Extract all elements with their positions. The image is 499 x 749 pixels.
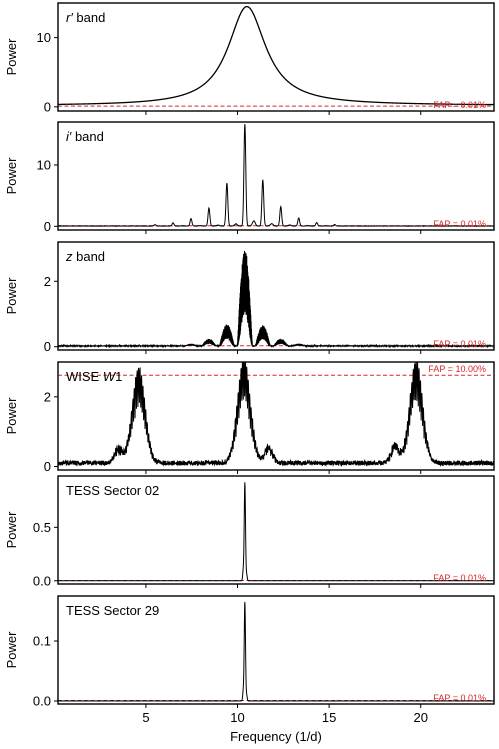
y-tick-label: 0 bbox=[44, 459, 51, 474]
plot-frame bbox=[57, 595, 495, 705]
panel-title-part: band bbox=[71, 129, 104, 144]
y-tick-label: 2 bbox=[44, 274, 51, 289]
y-tick-label: 2 bbox=[44, 389, 51, 404]
curve-group bbox=[58, 482, 494, 582]
fap-label: FAP = 0.01% bbox=[433, 693, 486, 703]
plot-frame bbox=[57, 2, 495, 112]
fap-label: FAP = 0.01% bbox=[433, 219, 486, 229]
x-tick-label: 20 bbox=[413, 710, 427, 725]
curve-group bbox=[58, 362, 494, 468]
panel-title-part: 1 bbox=[115, 369, 122, 384]
y-tick-label: 0.0 bbox=[33, 694, 51, 709]
y-axis-label: Power bbox=[4, 38, 19, 76]
y-axis-label: Power bbox=[4, 631, 19, 669]
series-line bbox=[58, 5, 494, 106]
fap-label: FAP = 10.00% bbox=[428, 364, 486, 374]
panel-title-part: r′ bbox=[66, 10, 73, 25]
panel-title: z band bbox=[65, 249, 105, 264]
y-tick-label: 0.0 bbox=[33, 573, 51, 588]
y-tick-label: 10 bbox=[37, 157, 51, 172]
curve-group bbox=[58, 601, 494, 702]
curve-group bbox=[58, 124, 494, 227]
series-line bbox=[58, 124, 494, 227]
y-axis-label: Power bbox=[4, 157, 19, 195]
x-tick-label: 15 bbox=[322, 710, 336, 725]
panel-title: TESS Sector 29 bbox=[66, 603, 159, 618]
panel-title-part: band bbox=[73, 249, 106, 264]
panel-title: i′ band bbox=[66, 129, 104, 144]
curve-group bbox=[58, 5, 494, 106]
plot-frame bbox=[57, 121, 495, 231]
panel-title-part: WISE bbox=[66, 369, 103, 384]
y-axis-label: Power bbox=[4, 511, 19, 549]
y-axis-label: Power bbox=[4, 277, 19, 315]
series-line bbox=[58, 250, 494, 349]
panel-title: r′ band bbox=[66, 10, 105, 25]
y-tick-label: 0 bbox=[44, 339, 51, 354]
panel-title-part: W bbox=[103, 369, 117, 384]
panel-3: 0 2 Power z band FAP = 0.01% bbox=[4, 241, 495, 354]
x-tick-label: 10 bbox=[230, 710, 244, 725]
plot-frame bbox=[57, 241, 495, 351]
panel-title: TESS Sector 02 bbox=[66, 483, 159, 498]
panel-title-part: TESS Sector 29 bbox=[66, 603, 159, 618]
plot-frame bbox=[57, 475, 495, 585]
y-tick-label: 0 bbox=[44, 99, 51, 114]
panel-title-part: band bbox=[73, 10, 106, 25]
panel-title-part: z bbox=[65, 249, 73, 264]
x-tick-label: 5 bbox=[142, 710, 149, 725]
series-line bbox=[58, 482, 494, 582]
panel-title-part: i′ bbox=[66, 129, 72, 144]
panel-6: 0.0 0.1 Power TESS Sector 29 FAP = 0.01% 5 10 1… bbox=[4, 595, 495, 725]
panel-title-part: TESS Sector 02 bbox=[66, 483, 159, 498]
series-line bbox=[58, 362, 494, 468]
panel-title: WISE W1 bbox=[66, 369, 122, 384]
panel-5: 0.0 0.5 Power TESS Sector 02 FAP = 0.01% bbox=[4, 475, 495, 588]
fap-label: FAP = 0.01% bbox=[433, 100, 486, 110]
plot-frame bbox=[57, 361, 495, 471]
fap-label: FAP = 0.01% bbox=[433, 339, 486, 349]
panel-1: 0 10 Power r′ band FAP = 0.01% bbox=[4, 2, 495, 115]
x-axis-label: Frequency (1/d) bbox=[230, 729, 322, 744]
curve-group bbox=[58, 250, 494, 349]
y-tick-label: 0.5 bbox=[33, 520, 51, 535]
y-tick-label: 0.1 bbox=[33, 634, 51, 649]
y-axis-label: Power bbox=[4, 397, 19, 435]
y-tick-label: 10 bbox=[37, 30, 51, 45]
panel-2: 0 10 Power i′ band FAP = 0.01% bbox=[4, 121, 495, 234]
y-tick-label: 0 bbox=[44, 219, 51, 234]
fap-label: FAP = 0.01% bbox=[433, 573, 486, 583]
series-line bbox=[58, 601, 494, 702]
panel-4: 0 2 Power WISE W1 FAP = 10.00% bbox=[4, 361, 495, 474]
